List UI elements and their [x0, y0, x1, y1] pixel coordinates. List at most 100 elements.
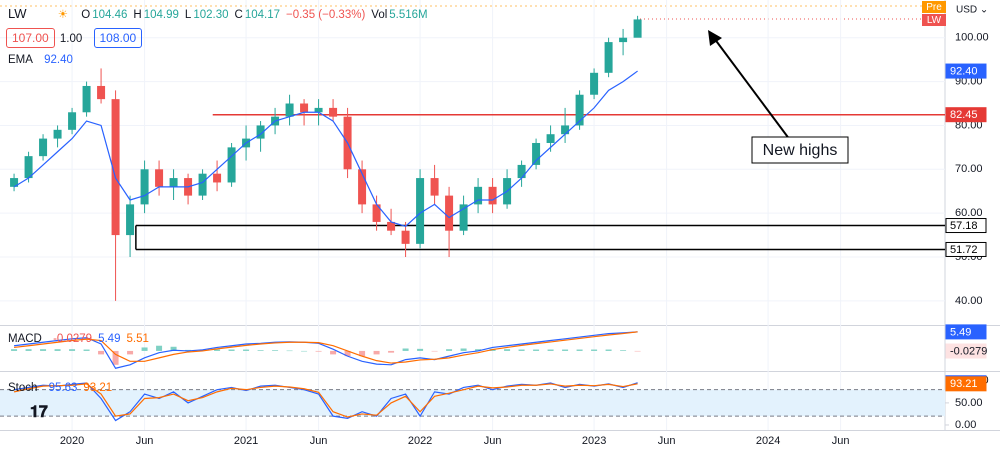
- stoch-readout: 95.63 93.21: [49, 382, 119, 394]
- x-tick-label: 2023: [582, 435, 606, 447]
- histogram-bar: [315, 350, 322, 352]
- candle-body: [430, 178, 439, 196]
- currency[interactable]: USD ⌄: [956, 5, 988, 16]
- axis-tag-text: 82.45: [950, 109, 978, 121]
- indicator-line: [13, 331, 638, 364]
- candle-body: [459, 204, 468, 231]
- macd-readout: -0.0279 5.49 5.51: [53, 333, 155, 345]
- stoch-legend: Stoch 95.63 93.21: [8, 382, 120, 394]
- macd-legend: MACD -0.0279 5.49 5.51: [8, 333, 157, 345]
- candle-body: [169, 178, 178, 187]
- histogram-bar: [344, 350, 351, 357]
- histogram-bar: [272, 350, 279, 351]
- arrow-head: [708, 30, 722, 46]
- axis-tag: [945, 241, 987, 257]
- histogram-bar: [373, 350, 380, 355]
- histogram-bar: [170, 346, 177, 351]
- candle-body: [546, 134, 555, 143]
- axis-tag-text: 5.49: [950, 326, 971, 338]
- histogram-bar: [127, 350, 134, 355]
- x-tick-label: 2024: [756, 435, 780, 447]
- ohlc-value: 102.30: [193, 9, 229, 21]
- candle-body: [39, 138, 48, 157]
- candle-body: [68, 112, 77, 130]
- candle-body: [140, 169, 149, 205]
- histogram-bar: [214, 349, 221, 351]
- histogram-bar: [620, 350, 627, 351]
- histogram-bar: [431, 350, 438, 352]
- candle-body: [227, 147, 236, 183]
- histogram-bar: [228, 349, 235, 351]
- y-tick-label: 0.00: [955, 419, 976, 431]
- volume-value: 5.516M: [389, 9, 428, 21]
- candle-body: [532, 142, 541, 165]
- axis-tag: [945, 343, 987, 359]
- histogram-bar: [330, 350, 337, 355]
- x-tick-label: Jun: [484, 435, 502, 447]
- candle-body: [474, 186, 483, 205]
- histogram-bar: [301, 350, 308, 352]
- symbol: LW: [8, 6, 27, 21]
- buy-price[interactable]: 108.00: [93, 28, 143, 48]
- y-tick-label: 40.00: [955, 295, 983, 307]
- histogram-bar: [547, 349, 554, 351]
- candle-body: [517, 164, 526, 179]
- readout-value: -0.0279: [53, 333, 93, 345]
- histogram-bar: [69, 349, 76, 351]
- histogram-bar: [54, 349, 61, 351]
- ema-name: EMA: [8, 54, 33, 66]
- candle-body: [445, 195, 454, 231]
- candle-body: [314, 107, 323, 113]
- ohlc-value: 104.17: [244, 9, 280, 21]
- annotation-arrow: [713, 37, 791, 141]
- axis-tag-text: 57.18: [950, 220, 978, 232]
- histogram-bar: [141, 347, 148, 351]
- histogram-bar: [460, 348, 467, 351]
- x-tick-label: 2022: [408, 435, 432, 447]
- axis-tag: [945, 324, 987, 340]
- candle-body: [358, 169, 367, 205]
- x-tick-label: Jun: [136, 435, 154, 447]
- stoch-band: [0, 389, 945, 417]
- candle-body: [619, 37, 628, 43]
- axis-tag-text: 93.21: [950, 378, 978, 390]
- candle-body: [213, 173, 222, 183]
- y-tick-label: 70.00: [955, 163, 983, 175]
- indicator-line: [13, 70, 638, 227]
- axis-tag: [945, 107, 987, 123]
- readout-value: 5.49: [98, 333, 121, 345]
- plot-area: 2020 Jun 2021 Jun 2022 Jun 2023 Jun 2024 Jun 40.00…: [0, 0, 989, 447]
- symbol-tag-text: LW: [927, 15, 942, 26]
- indicator-line: [13, 331, 638, 369]
- candle-body: [300, 103, 309, 113]
- axis-tag: [945, 63, 987, 79]
- candle-body: [387, 221, 396, 231]
- candle-body: [82, 85, 91, 113]
- y-tick-label: 60.00: [955, 207, 983, 219]
- histogram-bar: [257, 350, 264, 351]
- histogram-bar: [402, 348, 409, 351]
- histogram-bar: [11, 349, 18, 351]
- annotation-box: [751, 136, 849, 164]
- y-tick-label: 50.00: [955, 397, 983, 409]
- ohlc: O 104.46 H 104.99 L 102.30 C 104.17 −0.35 (−0.33…: [81, 9, 429, 21]
- candle-body: [24, 156, 33, 179]
- histogram-bar: [286, 350, 293, 352]
- pre-tag: [922, 1, 946, 13]
- spread: 1.00: [59, 33, 83, 45]
- y-tick-label: 80.00: [955, 119, 983, 131]
- histogram-bar: [562, 349, 569, 351]
- sell-price[interactable]: 107.00: [6, 28, 55, 48]
- histogram-bar: [83, 349, 90, 351]
- x-tick-label: 2021: [234, 435, 258, 447]
- candle-body: [256, 125, 265, 139]
- histogram-bar: [634, 350, 641, 352]
- candle-body: [198, 173, 207, 196]
- candle-body: [561, 125, 570, 135]
- histogram-bar: [156, 345, 163, 351]
- pre-tag-text: Pre: [926, 2, 942, 13]
- y-tick-label: 100.00: [955, 32, 989, 44]
- candle-body: [10, 178, 19, 187]
